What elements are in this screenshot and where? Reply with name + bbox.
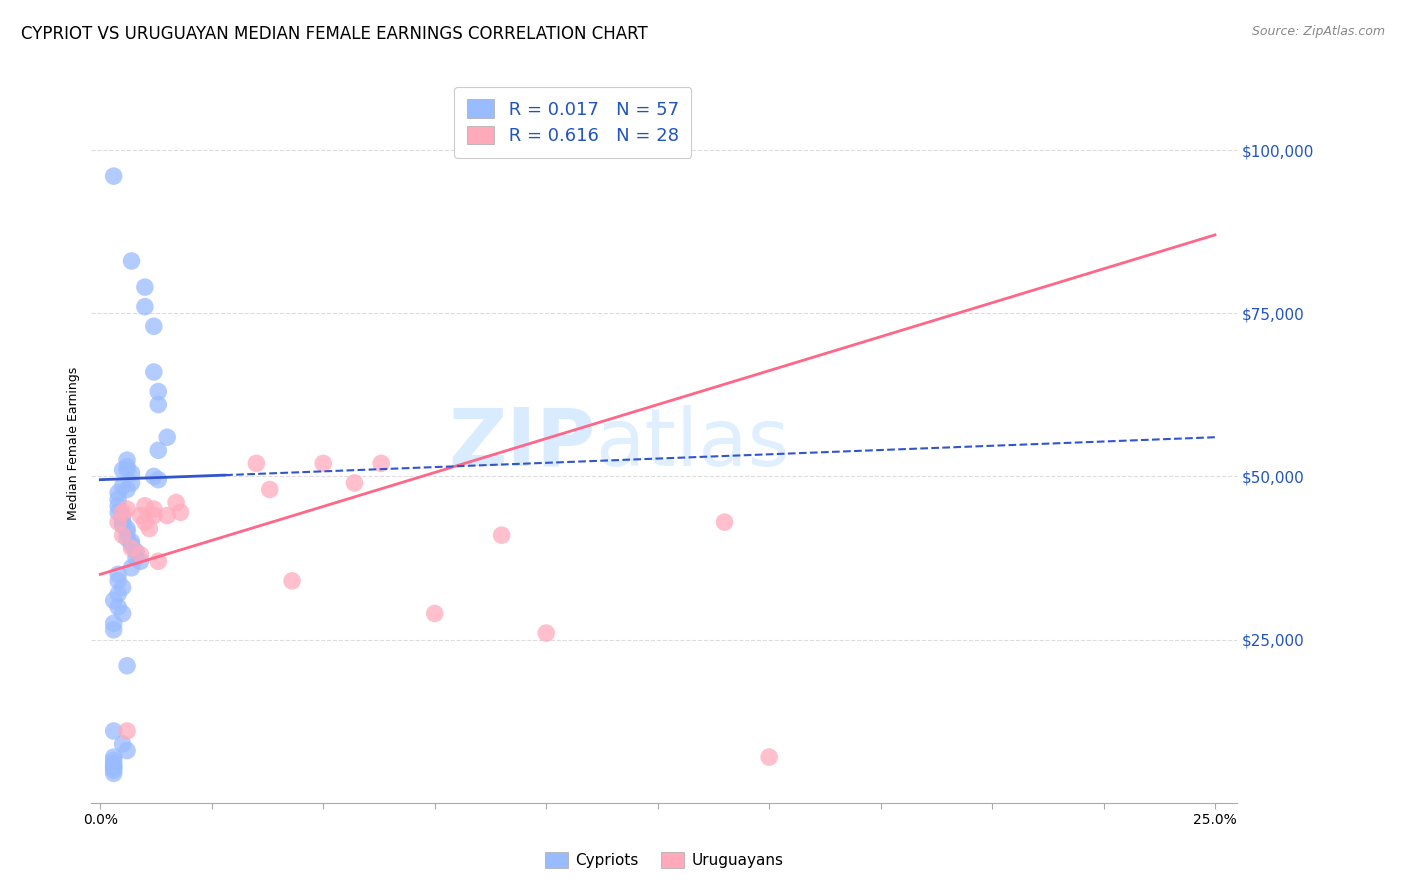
Point	[111, 508, 134, 523]
Point	[148, 384, 170, 399]
Point	[103, 623, 125, 637]
Point	[423, 607, 446, 621]
Point	[142, 469, 165, 483]
Point	[115, 743, 138, 757]
Point	[142, 502, 165, 516]
Point	[245, 456, 267, 470]
Point	[148, 443, 170, 458]
Legend: Cypriots, Uruguayans: Cypriots, Uruguayans	[538, 846, 790, 874]
Point	[107, 515, 129, 529]
Point	[148, 473, 170, 487]
Point	[121, 541, 143, 556]
Point	[103, 724, 125, 739]
Point	[115, 524, 138, 539]
Point	[111, 528, 134, 542]
Point	[125, 544, 148, 558]
Point	[148, 554, 170, 568]
Point	[115, 483, 138, 497]
Point	[107, 505, 129, 519]
Point	[103, 616, 125, 631]
Point	[111, 581, 134, 595]
Text: Source: ZipAtlas.com: Source: ZipAtlas.com	[1251, 25, 1385, 38]
Point	[103, 753, 125, 767]
Text: CYPRIOT VS URUGUAYAN MEDIAN FEMALE EARNINGS CORRELATION CHART: CYPRIOT VS URUGUAYAN MEDIAN FEMALE EARNI…	[21, 25, 648, 43]
Point	[134, 280, 156, 294]
Point	[134, 499, 156, 513]
Point	[111, 505, 134, 519]
Point	[165, 495, 187, 509]
Point	[111, 515, 134, 529]
Point	[107, 567, 129, 582]
Point	[121, 561, 143, 575]
Point	[103, 750, 125, 764]
Point	[115, 459, 138, 474]
Point	[115, 532, 138, 546]
Point	[107, 499, 129, 513]
Point	[281, 574, 304, 588]
Point	[156, 508, 179, 523]
Point	[142, 319, 165, 334]
Point	[148, 398, 170, 412]
Point	[111, 607, 134, 621]
Point	[121, 466, 143, 480]
Point	[111, 479, 134, 493]
Point	[129, 508, 152, 523]
Text: ZIP: ZIP	[449, 405, 596, 483]
Point	[103, 756, 125, 771]
Y-axis label: Median Female Earnings: Median Female Earnings	[66, 368, 80, 520]
Point	[343, 475, 366, 490]
Point	[107, 485, 129, 500]
Point	[111, 515, 134, 529]
Point	[103, 169, 125, 183]
Point	[129, 548, 152, 562]
Point	[156, 430, 179, 444]
Point	[111, 518, 134, 533]
Point	[142, 508, 165, 523]
Point	[138, 522, 160, 536]
Point	[312, 456, 335, 470]
Point	[103, 760, 125, 774]
Point	[142, 365, 165, 379]
Point	[491, 528, 513, 542]
Point	[121, 254, 143, 268]
Point	[134, 300, 156, 314]
Point	[111, 463, 134, 477]
Point	[115, 522, 138, 536]
Point	[129, 554, 152, 568]
Point	[103, 763, 125, 777]
Point	[713, 515, 735, 529]
Point	[259, 483, 281, 497]
Point	[534, 626, 557, 640]
Point	[125, 551, 148, 566]
Point	[107, 574, 129, 588]
Point	[758, 750, 780, 764]
Point	[111, 737, 134, 751]
Point	[115, 724, 138, 739]
Point	[121, 475, 143, 490]
Point	[115, 658, 138, 673]
Point	[107, 599, 129, 614]
Point	[134, 515, 156, 529]
Point	[107, 587, 129, 601]
Point	[115, 453, 138, 467]
Point	[103, 593, 125, 607]
Point	[121, 534, 143, 549]
Point	[115, 502, 138, 516]
Point	[103, 766, 125, 780]
Point	[107, 492, 129, 507]
Point	[103, 760, 125, 774]
Point	[115, 463, 138, 477]
Point	[121, 538, 143, 552]
Point	[169, 505, 191, 519]
Point	[370, 456, 392, 470]
Text: atlas: atlas	[596, 405, 790, 483]
